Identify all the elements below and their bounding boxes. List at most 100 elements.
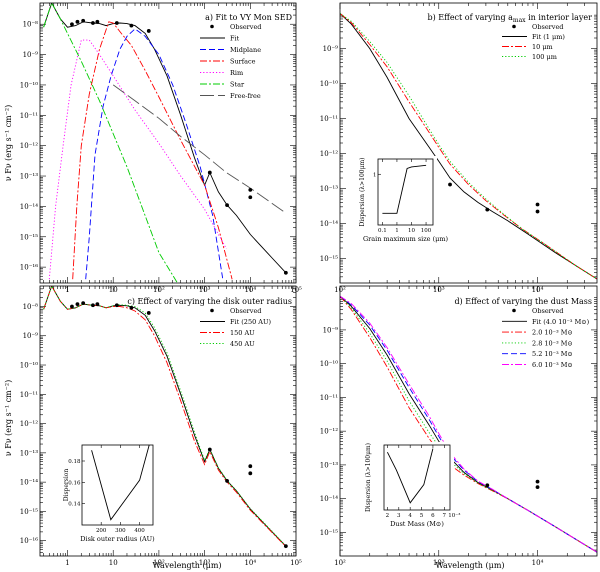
panel-d: 10² 10³ 10⁴ 10⁻⁹ 10⁻¹⁰ 10⁻¹¹ 10⁻¹² 10⁻¹³ 10⁻¹⁴ 10…	[320, 285, 598, 570]
inset-ylabel: Dispersion (λ>100μm)	[359, 157, 366, 226]
inset-x-tick-label: 400	[134, 528, 145, 534]
legend-marker-observed	[512, 308, 516, 313]
y-tick-label: 10⁻¹²	[20, 420, 38, 428]
series-line-midplane	[85, 28, 224, 280]
observed-point	[129, 23, 134, 28]
observed-point	[535, 485, 540, 490]
y-tick-label: 10⁻¹²	[20, 142, 38, 150]
panel-a-frame	[39, 2, 297, 284]
observed-point	[70, 22, 74, 27]
panel-a: 11010²10³10⁴10⁵10⁻⁸10⁻⁹10⁻¹⁰10⁻¹¹10⁻¹²10…	[4, 2, 302, 294]
panel-d-xlabel: Wavelength (μm)	[435, 561, 504, 570]
panel-a-ylabel: ν Fν (erg s⁻¹ cm⁻²)	[4, 105, 13, 181]
legend-label: 100 μm	[532, 53, 557, 61]
y-tick-label: 10⁻⁹	[23, 51, 39, 59]
legend-label: Free-free	[230, 92, 261, 100]
legend-label: Fit (250 AU)	[230, 318, 271, 326]
observed-point	[485, 483, 490, 488]
inset-y-tick-label: 0.14	[68, 502, 81, 508]
observed-point	[95, 19, 100, 24]
observed-point	[81, 301, 86, 306]
y-tick-label: 10⁻⁹	[323, 45, 339, 53]
panel-b: 10² 10³ 10⁴10⁻⁹10⁻¹⁰10⁻¹¹10⁻¹²10⁻¹³10⁻¹⁴10…	[320, 2, 598, 294]
y-tick-label: 10⁻¹⁰	[20, 362, 38, 370]
panel-d-frame	[339, 285, 598, 557]
legend-label: Fit (4.0 10⁻³ M⊙)	[532, 318, 590, 326]
panel-b-legend: Observed Fit (1 μm) 10 μm 100 μm	[502, 23, 565, 61]
legend-label: 450 AU	[230, 340, 255, 348]
panel-b-title: b) Effect of varying amax in interior la…	[428, 13, 593, 24]
series-line-free-free	[112, 84, 287, 214]
observed-point	[91, 21, 95, 25]
panel-c-inset: 200 300 400 0.14 0.16 0.18 Disk outer radius (…	[62, 442, 157, 544]
legend-label: 150 AU	[230, 329, 255, 337]
panel-b-title-main: b) Effect of varying a	[428, 13, 514, 22]
x-tick-label: 10⁵	[290, 559, 302, 567]
observed-point	[75, 302, 80, 307]
y-tick-label: 10⁻⁹	[23, 332, 39, 340]
inset-x-tick-label: 200	[96, 528, 107, 534]
panel-d-title: d) Effect of varying the dust Mass	[454, 297, 592, 306]
x-tick-label: 1	[65, 559, 69, 567]
observed-point	[283, 270, 288, 275]
y-tick-label: 10⁻¹⁵	[320, 529, 338, 537]
panel-d-inset: 2 3 4 5 6 7 10⁻³ Dust Mass (M⊙) Dispersion (λ>10…	[364, 442, 460, 529]
series-line-fit	[43, 3, 287, 274]
observed-point	[207, 447, 212, 452]
inset-y-tick-label: 0.16	[68, 480, 81, 486]
legend-label: 5.2 10⁻³ M⊙	[532, 350, 573, 358]
inset-ylabel: Dispersion	[63, 469, 70, 502]
inset-x-tick-suffix: 10⁻³	[448, 512, 460, 519]
inset-frame	[383, 444, 451, 511]
x-tick-label: 10²	[334, 559, 346, 567]
observed-point	[70, 304, 74, 309]
y-tick-label: 10⁻¹⁶	[20, 537, 38, 545]
panel-a-title: a) Fit to VY Mon SED	[205, 13, 292, 22]
legend-label: 2.0 10⁻³ M⊙	[532, 329, 573, 337]
panel-c-ylabel: ν Fν (erg s⁻¹ cm⁻²)	[4, 380, 13, 456]
y-tick-label: 10⁻⁸	[23, 21, 39, 29]
y-tick-label: 10⁻¹²	[320, 428, 338, 436]
observed-point	[114, 303, 119, 308]
inset-x-tick-label: 3	[397, 513, 401, 519]
observed-point	[248, 187, 253, 192]
legend-label: Fit	[230, 35, 240, 43]
inset-y-tick-label: 1	[373, 172, 377, 178]
inset-xlabel: Grain maximum size (μm)	[363, 235, 449, 243]
x-tick-label: 10²	[153, 559, 165, 567]
inset-background	[62, 442, 157, 544]
y-tick-label: 10⁻¹⁰	[320, 80, 338, 88]
series-line-5-2-10-m	[340, 295, 597, 553]
inset-curve	[91, 444, 150, 521]
inset-x-tick-label: 5	[420, 513, 424, 519]
legend-label: Fit (1 μm)	[532, 33, 565, 41]
series-line-star	[43, 3, 178, 283]
inset-x-tick-label: 6	[431, 513, 435, 519]
y-tick-label: 10⁻¹⁴	[20, 479, 38, 487]
series-line-10-m	[340, 13, 597, 280]
legend-label: Observed	[532, 23, 563, 31]
panel-d-plot-area: 10² 10³ 10⁴ 10⁻⁹ 10⁻¹⁰ 10⁻¹¹ 10⁻¹² 10⁻¹³ 10⁻¹⁴ 10…	[320, 285, 598, 567]
legend-label: Observed	[532, 307, 563, 315]
y-tick-label: 10⁻¹³	[20, 173, 38, 181]
inset-x-tick-label: 100	[421, 228, 432, 234]
panel-c-legend: Observed Fit (250 AU) 150 AU 450 AU	[200, 307, 271, 348]
legend-label: 2.8 10⁻³ M⊙	[532, 339, 573, 347]
observed-point	[114, 21, 119, 25]
x-tick-label: 10	[109, 559, 118, 567]
panel-b-frame	[339, 2, 598, 284]
y-tick-label: 10⁻¹⁰	[20, 81, 38, 89]
y-tick-label: 10⁻¹³	[20, 449, 38, 457]
x-tick-label: 10⁴	[244, 559, 256, 567]
legend-label: Surface	[230, 58, 256, 66]
observed-point	[129, 305, 134, 310]
y-tick-label: 10⁻¹¹	[320, 394, 338, 402]
inset-background	[364, 442, 454, 529]
inset-x-tick-label: 0.1	[378, 228, 387, 234]
y-tick-label: 10⁻¹⁴	[20, 203, 38, 211]
observed-point	[91, 303, 95, 308]
inset-x-tick-label: 7	[443, 513, 447, 519]
legend-label: 10 μm	[532, 43, 553, 51]
